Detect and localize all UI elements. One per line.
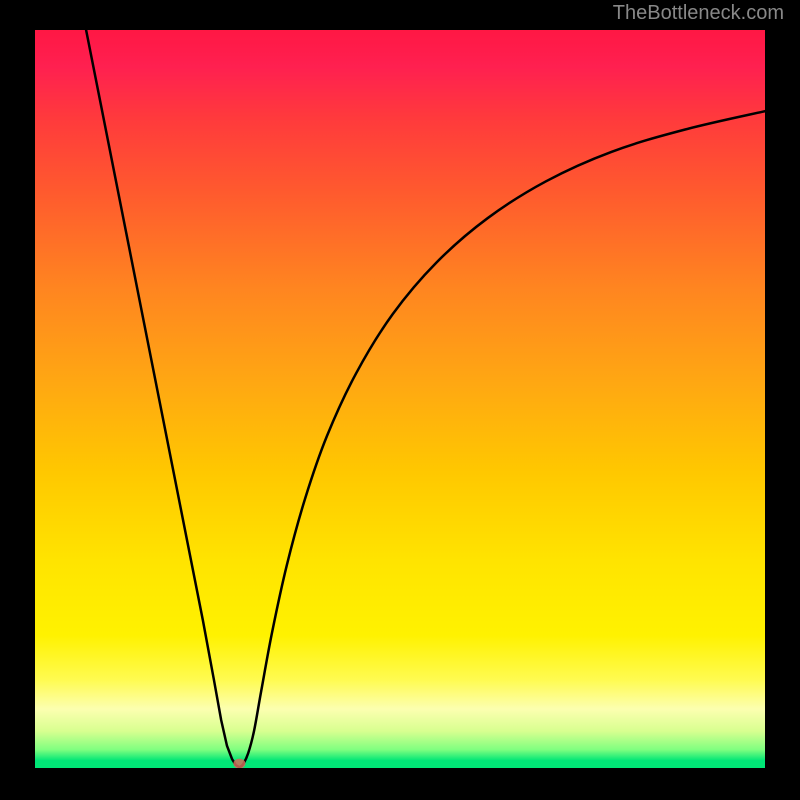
gradient-background <box>35 30 765 768</box>
attribution-text: TheBottleneck.com <box>613 2 784 25</box>
chart-svg <box>35 30 765 768</box>
chart-plot-area <box>35 30 765 768</box>
